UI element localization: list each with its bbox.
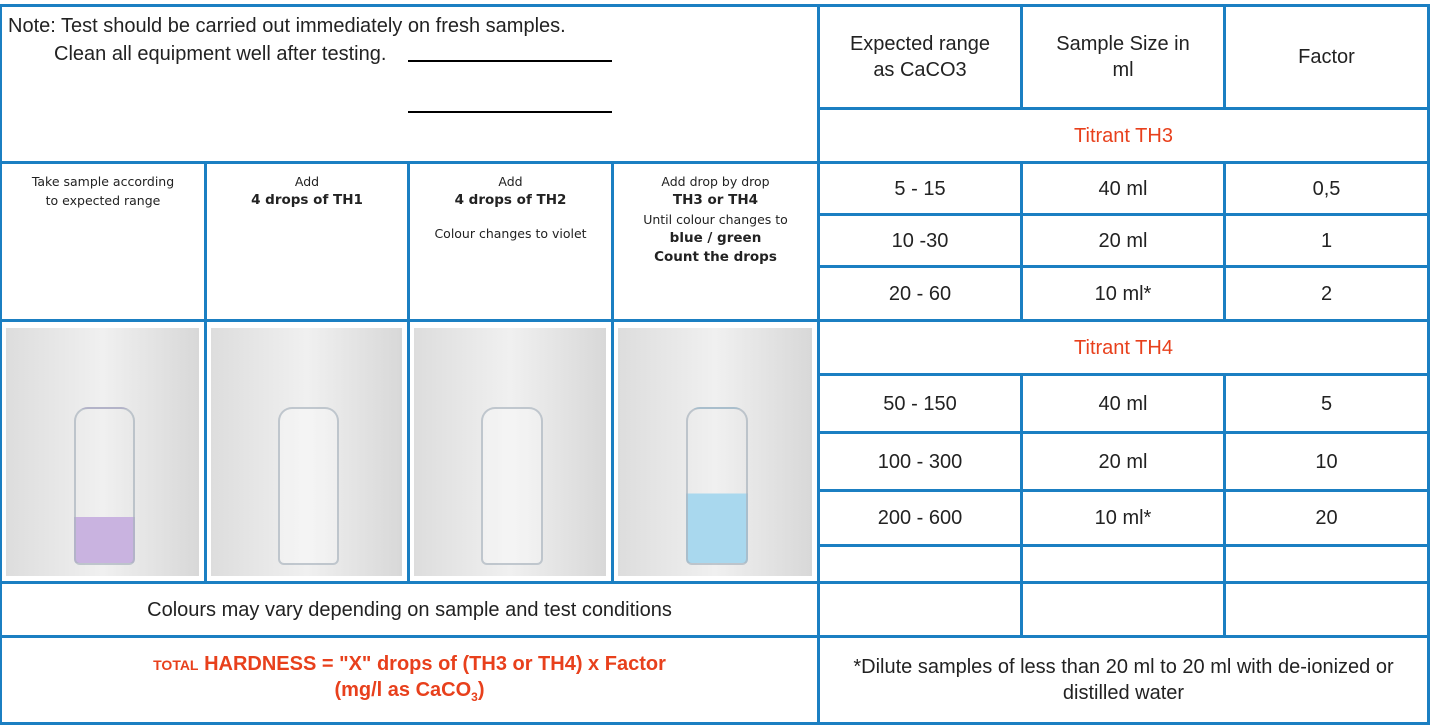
cell-value: 40 ml bbox=[1099, 176, 1148, 202]
group-title: Titrant TH4 bbox=[1074, 335, 1173, 361]
empty-cell bbox=[817, 544, 1023, 584]
cell-value: 200 - 600 bbox=[878, 505, 963, 531]
empty-cell bbox=[1020, 544, 1226, 584]
photo bbox=[6, 328, 199, 576]
note-line: Clean all equipment well after testing. bbox=[2, 39, 386, 67]
table-cell: 50 - 150 bbox=[817, 373, 1023, 434]
cell-value: 20 ml bbox=[1099, 449, 1148, 475]
cell-value: 40 ml bbox=[1099, 391, 1148, 417]
cell-value: 10 ml* bbox=[1095, 505, 1152, 531]
step-text: Until colour changes to bbox=[643, 210, 788, 229]
step-text: 4 drops of TH1 bbox=[251, 191, 363, 210]
table-cell: 0,5 bbox=[1223, 161, 1430, 216]
header: Factor bbox=[1278, 44, 1375, 70]
group-title: Titrant TH3 bbox=[1074, 123, 1173, 149]
remark: Colours may vary depending on sample and… bbox=[147, 597, 672, 623]
step-text: blue / green bbox=[670, 229, 762, 248]
photo bbox=[414, 328, 606, 576]
bottle bbox=[481, 407, 543, 565]
bottle bbox=[278, 407, 339, 565]
table-cell: 20 - 60 bbox=[817, 265, 1023, 322]
footnote-cell: *Dilute samples of less than 20 ml to 20… bbox=[817, 635, 1430, 725]
unit-sub: 3 bbox=[471, 690, 478, 704]
bottle bbox=[686, 407, 748, 565]
formula-line: TOTAL HARDNESS = "X" drops of (TH3 or TH… bbox=[153, 651, 666, 677]
table-cell: 2 bbox=[1223, 265, 1430, 322]
cell-value: 20 ml bbox=[1099, 228, 1148, 254]
cell-value: 1 bbox=[1321, 228, 1332, 254]
table-cell: 5 bbox=[1223, 373, 1430, 434]
group-cell: Titrant TH4 bbox=[817, 319, 1430, 376]
rule bbox=[408, 111, 612, 113]
step-text: to expected range bbox=[46, 191, 161, 210]
rule bbox=[408, 60, 612, 62]
table-cell: 40 ml bbox=[1020, 373, 1226, 434]
cell-value: 20 - 60 bbox=[889, 281, 951, 307]
cell-value: 10 bbox=[1315, 449, 1337, 475]
formula-unit: (mg/l as CaCO3) bbox=[334, 677, 484, 710]
table-cell: 20 bbox=[1223, 489, 1430, 547]
cell-value: 5 bbox=[1321, 391, 1332, 417]
empty-cell bbox=[1020, 581, 1226, 638]
cell-value: 2 bbox=[1321, 281, 1332, 307]
page: Note: Test should be carried out immedia… bbox=[0, 0, 1431, 726]
step-text: Count the drops bbox=[654, 248, 777, 267]
formula-cell: TOTAL HARDNESS = "X" drops of (TH3 or TH… bbox=[0, 635, 820, 725]
header-cell: Sample Size in ml bbox=[1020, 4, 1226, 110]
table-cell: 100 - 300 bbox=[817, 431, 1023, 492]
header: Sample Size in ml bbox=[1023, 31, 1223, 83]
cell-value: 10 ml* bbox=[1095, 281, 1152, 307]
cell-value: 20 bbox=[1315, 505, 1337, 531]
step-text: Take sample according bbox=[32, 172, 174, 191]
empty-cell bbox=[1223, 544, 1430, 584]
table-cell: 10 ml* bbox=[1020, 265, 1226, 322]
table-cell: 10 -30 bbox=[817, 213, 1023, 268]
unit: (mg/l as CaCO bbox=[334, 679, 471, 701]
table-cell: 20 ml bbox=[1020, 431, 1226, 492]
unit-close: ) bbox=[478, 679, 485, 701]
table-cell: 5 - 15 bbox=[817, 161, 1023, 216]
footnote: *Dilute samples of less than 20 ml to 20… bbox=[820, 654, 1427, 706]
note-line: Note: Test should be carried out immedia… bbox=[2, 7, 566, 39]
note-cell: Note: Test should be carried out immedia… bbox=[0, 4, 820, 164]
cell-value: 100 - 300 bbox=[878, 449, 963, 475]
photo bbox=[211, 328, 402, 576]
table-cell: 10 ml* bbox=[1020, 489, 1226, 547]
step-text: Colour changes to violet bbox=[434, 224, 586, 243]
photo bbox=[618, 328, 812, 576]
step-text: 4 drops of TH2 bbox=[455, 191, 567, 210]
header-cell: Expected range as CaCO3 bbox=[817, 4, 1023, 110]
bottle bbox=[74, 407, 136, 565]
step-text: Add drop by drop bbox=[661, 172, 769, 191]
group-cell: Titrant TH3 bbox=[817, 107, 1430, 164]
cell-value: 50 - 150 bbox=[883, 391, 956, 417]
header: Expected range as CaCO3 bbox=[820, 31, 1020, 83]
cell-value: 5 - 15 bbox=[894, 176, 945, 202]
table-cell: 40 ml bbox=[1020, 161, 1226, 216]
table-cell: 10 bbox=[1223, 431, 1430, 492]
cell-value: 0,5 bbox=[1313, 176, 1341, 202]
formula-lead: TOTAL bbox=[153, 653, 198, 675]
remark-cell: Colours may vary depending on sample and… bbox=[0, 581, 820, 638]
empty-cell bbox=[1223, 581, 1430, 638]
cell-value: 10 -30 bbox=[892, 228, 949, 254]
step-text: Add bbox=[295, 172, 319, 191]
header-cell: Factor bbox=[1223, 4, 1430, 110]
table-cell: 20 ml bbox=[1020, 213, 1226, 268]
formula-text: HARDNESS = "X" drops of (TH3 or TH4) x F… bbox=[204, 653, 666, 675]
empty-cell bbox=[817, 581, 1023, 638]
step-text: Add bbox=[498, 172, 522, 191]
table-cell: 1 bbox=[1223, 213, 1430, 268]
table-cell: 200 - 600 bbox=[817, 489, 1023, 547]
step-text: TH3 or TH4 bbox=[673, 191, 758, 210]
